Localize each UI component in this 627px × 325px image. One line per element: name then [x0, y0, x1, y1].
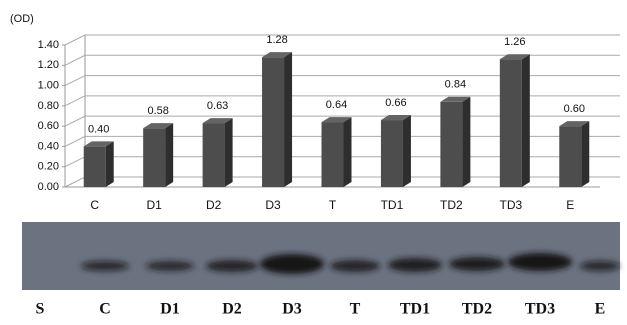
bar-side — [403, 115, 411, 187]
value-label: 0.66 — [385, 97, 406, 109]
lane-label: S — [36, 301, 45, 318]
y-tick-label: 0.80 — [38, 100, 59, 112]
bar-side — [165, 123, 173, 187]
lane-label: D3 — [282, 301, 302, 318]
bar-side — [106, 141, 114, 187]
bar — [84, 146, 106, 187]
value-label: 0.84 — [445, 79, 466, 91]
x-tick-label: TD2 — [440, 198, 463, 212]
lane-label: TD2 — [462, 301, 492, 318]
value-label: 0.63 — [207, 100, 228, 112]
figure: (OD) 0.00 0.20 0.40 0.60 0.80 1.00 1.20 1.40 C 0.… — [0, 0, 627, 325]
lane-label: TD3 — [525, 301, 555, 318]
lane-label: T — [350, 301, 361, 318]
value-label: 0.60 — [564, 103, 585, 115]
bar — [559, 126, 581, 187]
y-tick-label: 0.60 — [38, 120, 59, 132]
bar-side — [522, 54, 530, 187]
y-tick-label: 1.00 — [38, 79, 59, 91]
bar — [322, 122, 344, 187]
lane-label: C — [99, 301, 111, 318]
value-label: 0.64 — [326, 99, 347, 111]
value-label: 1.26 — [504, 36, 525, 48]
bar — [500, 59, 522, 187]
x-tick-label: E — [566, 198, 574, 212]
y-tick-label: 1.20 — [38, 59, 59, 71]
y-axis-unit: (OD) — [10, 13, 34, 25]
lane-label: E — [595, 301, 606, 318]
x-tick-label: D2 — [206, 198, 222, 212]
y-tick-label: 0.40 — [38, 140, 59, 152]
x-tick-label: TD3 — [499, 198, 522, 212]
lane-label: D2 — [222, 301, 242, 318]
value-label: 1.28 — [266, 34, 287, 46]
value-label: 0.40 — [88, 123, 109, 135]
bar — [143, 128, 165, 187]
y-tick-label: 0.00 — [38, 181, 59, 193]
y-tick-label: 0.20 — [38, 161, 59, 173]
bar-side — [284, 52, 292, 187]
y-tick-label: 1.40 — [38, 39, 59, 51]
bar-side — [225, 118, 233, 187]
grid-line — [65, 55, 620, 65]
x-tick-label: C — [90, 198, 99, 212]
bar — [262, 57, 284, 187]
x-tick-label: D1 — [146, 198, 162, 212]
lane-label: TD1 — [400, 301, 430, 318]
bar — [381, 120, 403, 187]
lane-label: D1 — [160, 301, 180, 318]
bar — [203, 123, 225, 187]
x-tick-label: D3 — [265, 198, 281, 212]
x-tick-label: T — [329, 198, 337, 212]
x-tick-label: TD1 — [381, 198, 404, 212]
bar-side — [581, 121, 589, 187]
bar-side — [344, 117, 352, 187]
blot-image — [22, 222, 620, 290]
grid-line — [65, 35, 620, 45]
value-label: 0.58 — [147, 105, 168, 117]
bar-side — [462, 97, 470, 187]
grid-line — [65, 76, 620, 86]
bar — [440, 102, 462, 187]
